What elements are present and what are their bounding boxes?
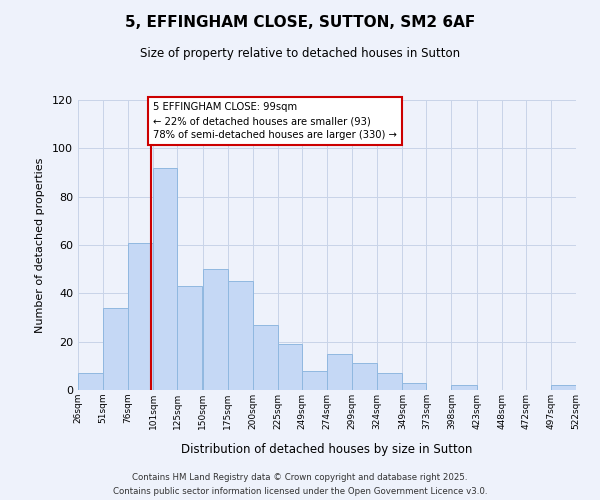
Bar <box>103 308 128 390</box>
Bar <box>278 344 302 390</box>
Bar <box>403 383 427 390</box>
Text: Size of property relative to detached houses in Sutton: Size of property relative to detached ho… <box>140 48 460 60</box>
Bar <box>302 370 327 390</box>
Bar <box>327 354 352 390</box>
Bar <box>128 242 154 390</box>
Text: 5, EFFINGHAM CLOSE, SUTTON, SM2 6AF: 5, EFFINGHAM CLOSE, SUTTON, SM2 6AF <box>125 15 475 30</box>
Text: Distribution of detached houses by size in Sutton: Distribution of detached houses by size … <box>181 442 473 456</box>
Bar <box>178 286 202 390</box>
Text: Contains public sector information licensed under the Open Government Licence v3: Contains public sector information licen… <box>113 486 487 496</box>
Text: Contains HM Land Registry data © Crown copyright and database right 2025.: Contains HM Land Registry data © Crown c… <box>132 472 468 482</box>
Bar <box>551 385 576 390</box>
Bar <box>203 269 227 390</box>
Bar <box>377 373 403 390</box>
Bar <box>451 385 476 390</box>
Bar <box>78 373 103 390</box>
Text: 5 EFFINGHAM CLOSE: 99sqm
← 22% of detached houses are smaller (93)
78% of semi-d: 5 EFFINGHAM CLOSE: 99sqm ← 22% of detach… <box>154 102 397 141</box>
Bar <box>154 168 178 390</box>
Bar <box>227 281 253 390</box>
Bar <box>253 325 278 390</box>
Y-axis label: Number of detached properties: Number of detached properties <box>35 158 45 332</box>
Bar <box>352 364 377 390</box>
